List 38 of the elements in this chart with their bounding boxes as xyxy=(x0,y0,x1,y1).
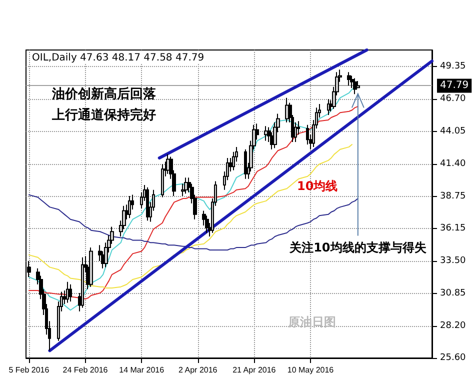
y-tick-label: 28.20 xyxy=(440,321,466,332)
x-tick-label: 21 Apr 2016 xyxy=(232,366,276,374)
x-tick-label: 10 May 2016 xyxy=(287,366,334,374)
candlestick xyxy=(327,98,330,116)
line-series xyxy=(28,144,352,289)
y-tick-label: 46.70 xyxy=(440,94,466,104)
chart-title: OIL,Daily 47.63 48.17 47.58 47.79 xyxy=(32,52,204,64)
candlestick xyxy=(89,247,93,288)
y-tick-label: 30.85 xyxy=(440,288,466,299)
candlestick xyxy=(244,148,247,180)
annotation: 上行通道保持完好 xyxy=(51,107,156,123)
candlestick xyxy=(81,256,84,308)
x-tick-label: 5 Feb 2016 xyxy=(8,366,50,374)
candlestick xyxy=(161,164,164,198)
candlestick xyxy=(66,281,69,304)
candlestick xyxy=(353,78,357,95)
candlestick xyxy=(128,196,131,219)
y-tick-label: 41.40 xyxy=(440,159,466,170)
x-tick-label: 2 Apr 2016 xyxy=(178,366,218,374)
candlestick xyxy=(347,72,351,86)
candlestick xyxy=(184,177,188,194)
y-tick-label: 36.15 xyxy=(440,224,466,234)
candlestick xyxy=(232,151,235,171)
y-tick-label: 49.35 xyxy=(440,62,466,72)
annotation: 关注10均线的支撑与得失 xyxy=(288,240,428,255)
ref-line-label: 47.79 xyxy=(440,80,469,92)
annotation: 原油日图 xyxy=(287,315,336,329)
candlestick xyxy=(264,126,268,142)
candlestick xyxy=(69,284,72,302)
y-tick-label: 38.75 xyxy=(440,192,466,202)
annotation: 油价创新高后回落 xyxy=(51,86,157,102)
y-tick-label: 44.05 xyxy=(440,126,466,137)
x-tick-label: 24 Feb 2016 xyxy=(62,366,108,374)
annotation: 10均线 xyxy=(297,179,338,193)
y-tick-label: 33.50 xyxy=(440,256,466,266)
x-tick-label: 14 Mar 2016 xyxy=(119,366,165,374)
y-tick-label: 25.60 xyxy=(440,353,466,363)
candlestick xyxy=(146,186,149,222)
